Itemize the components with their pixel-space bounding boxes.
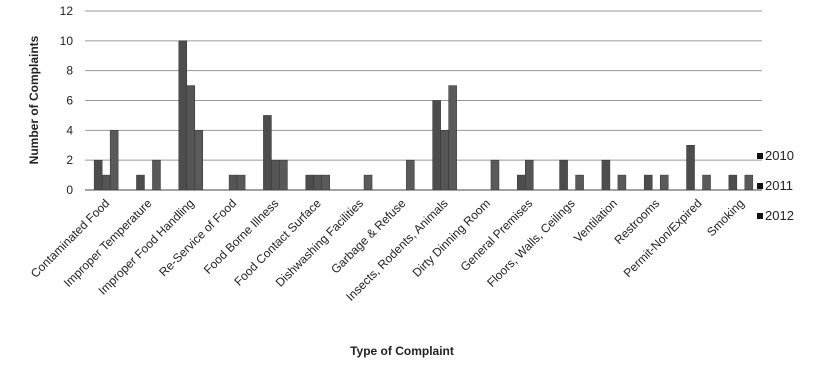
bar-2012-12 xyxy=(575,174,584,191)
bar-2012-7 xyxy=(363,174,373,191)
bar-2010-5 xyxy=(263,115,272,191)
y-axis-title: Number of Complaints xyxy=(27,35,41,164)
legend-swatch xyxy=(757,213,763,219)
legend-swatch xyxy=(757,153,763,159)
bar-2010-13 xyxy=(601,159,611,191)
bars xyxy=(93,40,754,191)
bar-2012-13 xyxy=(617,174,627,191)
legend: 2010 2011 2012 xyxy=(757,148,794,223)
bar-2012-1 xyxy=(109,130,119,191)
y-tick-label: 10 xyxy=(60,34,74,48)
x-category-label: Food Borne Illness xyxy=(201,196,282,277)
legend-label: 2011 xyxy=(765,178,793,193)
y-tick-label: 12 xyxy=(60,4,74,18)
bar-2011-5 xyxy=(271,159,280,191)
bar-2012-5 xyxy=(279,159,288,191)
y-tick-label: 0 xyxy=(66,183,73,197)
bar-2012-15 xyxy=(702,174,711,191)
bar-2010-14 xyxy=(643,174,653,191)
bar-2010-1 xyxy=(93,159,103,191)
y-tick-label: 6 xyxy=(66,94,73,108)
x-category-label: General Premises xyxy=(458,196,536,274)
bar-2012-6 xyxy=(321,174,330,191)
y-tick-labels: 0 2 4 6 8 10 12 xyxy=(60,4,74,197)
bar-2012-9 xyxy=(448,85,457,191)
bar-2010-16 xyxy=(728,174,738,191)
y-tick-label: 4 xyxy=(66,123,73,137)
bar-2010-9 xyxy=(432,100,441,191)
x-category-label: Garbage & Refuse xyxy=(328,196,408,276)
y-tick-label: 2 xyxy=(66,153,73,167)
x-category-label: Dirty Dinning Room xyxy=(410,196,493,279)
bar-2011-1 xyxy=(101,174,111,191)
x-category-label: Re-Service of Food xyxy=(156,196,239,279)
x-category-label: Contaminated Food xyxy=(28,196,112,280)
x-category-label: Permit-Non/Expired xyxy=(621,196,705,280)
y-tick-label: 8 xyxy=(66,64,73,78)
bar-2012-14 xyxy=(659,174,669,191)
x-category-label: Smoking xyxy=(704,196,747,239)
bar-2010-6 xyxy=(305,174,314,191)
bar-2012-4 xyxy=(236,174,246,191)
bar-2012-3 xyxy=(194,130,204,191)
legend-label: 2012 xyxy=(765,208,794,223)
bar-2010-15 xyxy=(686,145,695,191)
bar-2010-2 xyxy=(136,174,145,191)
bar-2012-16 xyxy=(744,174,754,191)
bar-2011-9 xyxy=(440,130,449,191)
x-axis-title: Type of Complaint xyxy=(350,344,454,358)
bar-2011-6 xyxy=(313,174,322,191)
bar-2011-11 xyxy=(525,159,534,191)
bar-2010-11 xyxy=(517,174,526,191)
bar-2010-12 xyxy=(559,159,568,191)
bar-2011-4 xyxy=(228,174,238,191)
bar-2012-8 xyxy=(406,159,415,191)
bar-2011-3 xyxy=(186,85,196,191)
bar-2012-2 xyxy=(152,159,161,191)
bar-2012-10 xyxy=(490,159,500,191)
bar-2010-3 xyxy=(178,40,188,191)
legend-swatch xyxy=(757,183,763,189)
legend-label: 2010 xyxy=(765,148,794,163)
